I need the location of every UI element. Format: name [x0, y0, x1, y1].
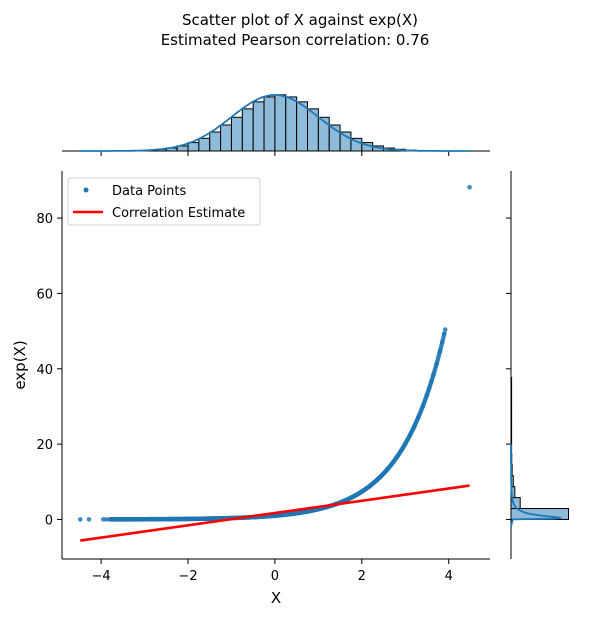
y-tick-label: 80 [36, 212, 53, 227]
legend-label-data-points: Data Points [112, 184, 186, 199]
x-tick-label: −2 [178, 569, 197, 584]
x-tick-label: 0 [271, 569, 279, 584]
y-axis-label: exp(X) [11, 340, 29, 389]
top-histogram-bar [275, 95, 286, 151]
top-histogram-bar [188, 143, 199, 151]
scatter-point [442, 332, 447, 337]
top-histogram-bar [231, 117, 242, 151]
x-tick-label: −4 [92, 569, 111, 584]
x-tick-label: 2 [358, 569, 366, 584]
right-histogram-bar [511, 410, 512, 421]
scatter-point [443, 327, 448, 332]
right-histogram-bar [511, 399, 512, 410]
top-histogram-bar [199, 138, 210, 151]
top-histogram-bar [210, 132, 221, 151]
y-tick-label: 20 [36, 438, 53, 453]
top-histogram-bar [264, 97, 275, 151]
legend: Data Points Correlation Estimate [68, 178, 260, 225]
top-histogram-bar [297, 102, 308, 151]
legend-label-correlation-estimate: Correlation Estimate [112, 206, 245, 221]
correlation-line [80, 486, 469, 541]
y-tick-label: 0 [45, 513, 53, 528]
top-histogram-bar [242, 109, 253, 151]
top-histogram-bar [221, 125, 232, 151]
scatter-point [87, 517, 92, 522]
scatter-point [467, 185, 472, 190]
legend-marker-data-points [84, 188, 89, 193]
x-tick-label: 4 [445, 569, 453, 584]
right-histogram-bar [511, 388, 512, 399]
top-histogram-bar [286, 97, 297, 151]
chart-title: Scatter plot of X against exp(X) [182, 11, 418, 29]
right-histogram-bar [511, 421, 512, 432]
top-marginal-histogram [62, 95, 490, 156]
x-axis-label: X [271, 589, 281, 607]
right-histogram-bar [511, 377, 512, 388]
chart-subtitle: Estimated Pearson correlation: 0.76 [161, 31, 430, 49]
y-tick-label: 60 [36, 287, 53, 302]
top-histogram-bar [340, 132, 351, 151]
y-tick-label: 40 [36, 363, 53, 378]
right-marginal-histogram [506, 171, 569, 559]
scatter-series [78, 185, 472, 522]
scatter-point [78, 517, 83, 522]
top-histogram-bar [253, 102, 264, 151]
right-histogram-bar [511, 432, 512, 443]
